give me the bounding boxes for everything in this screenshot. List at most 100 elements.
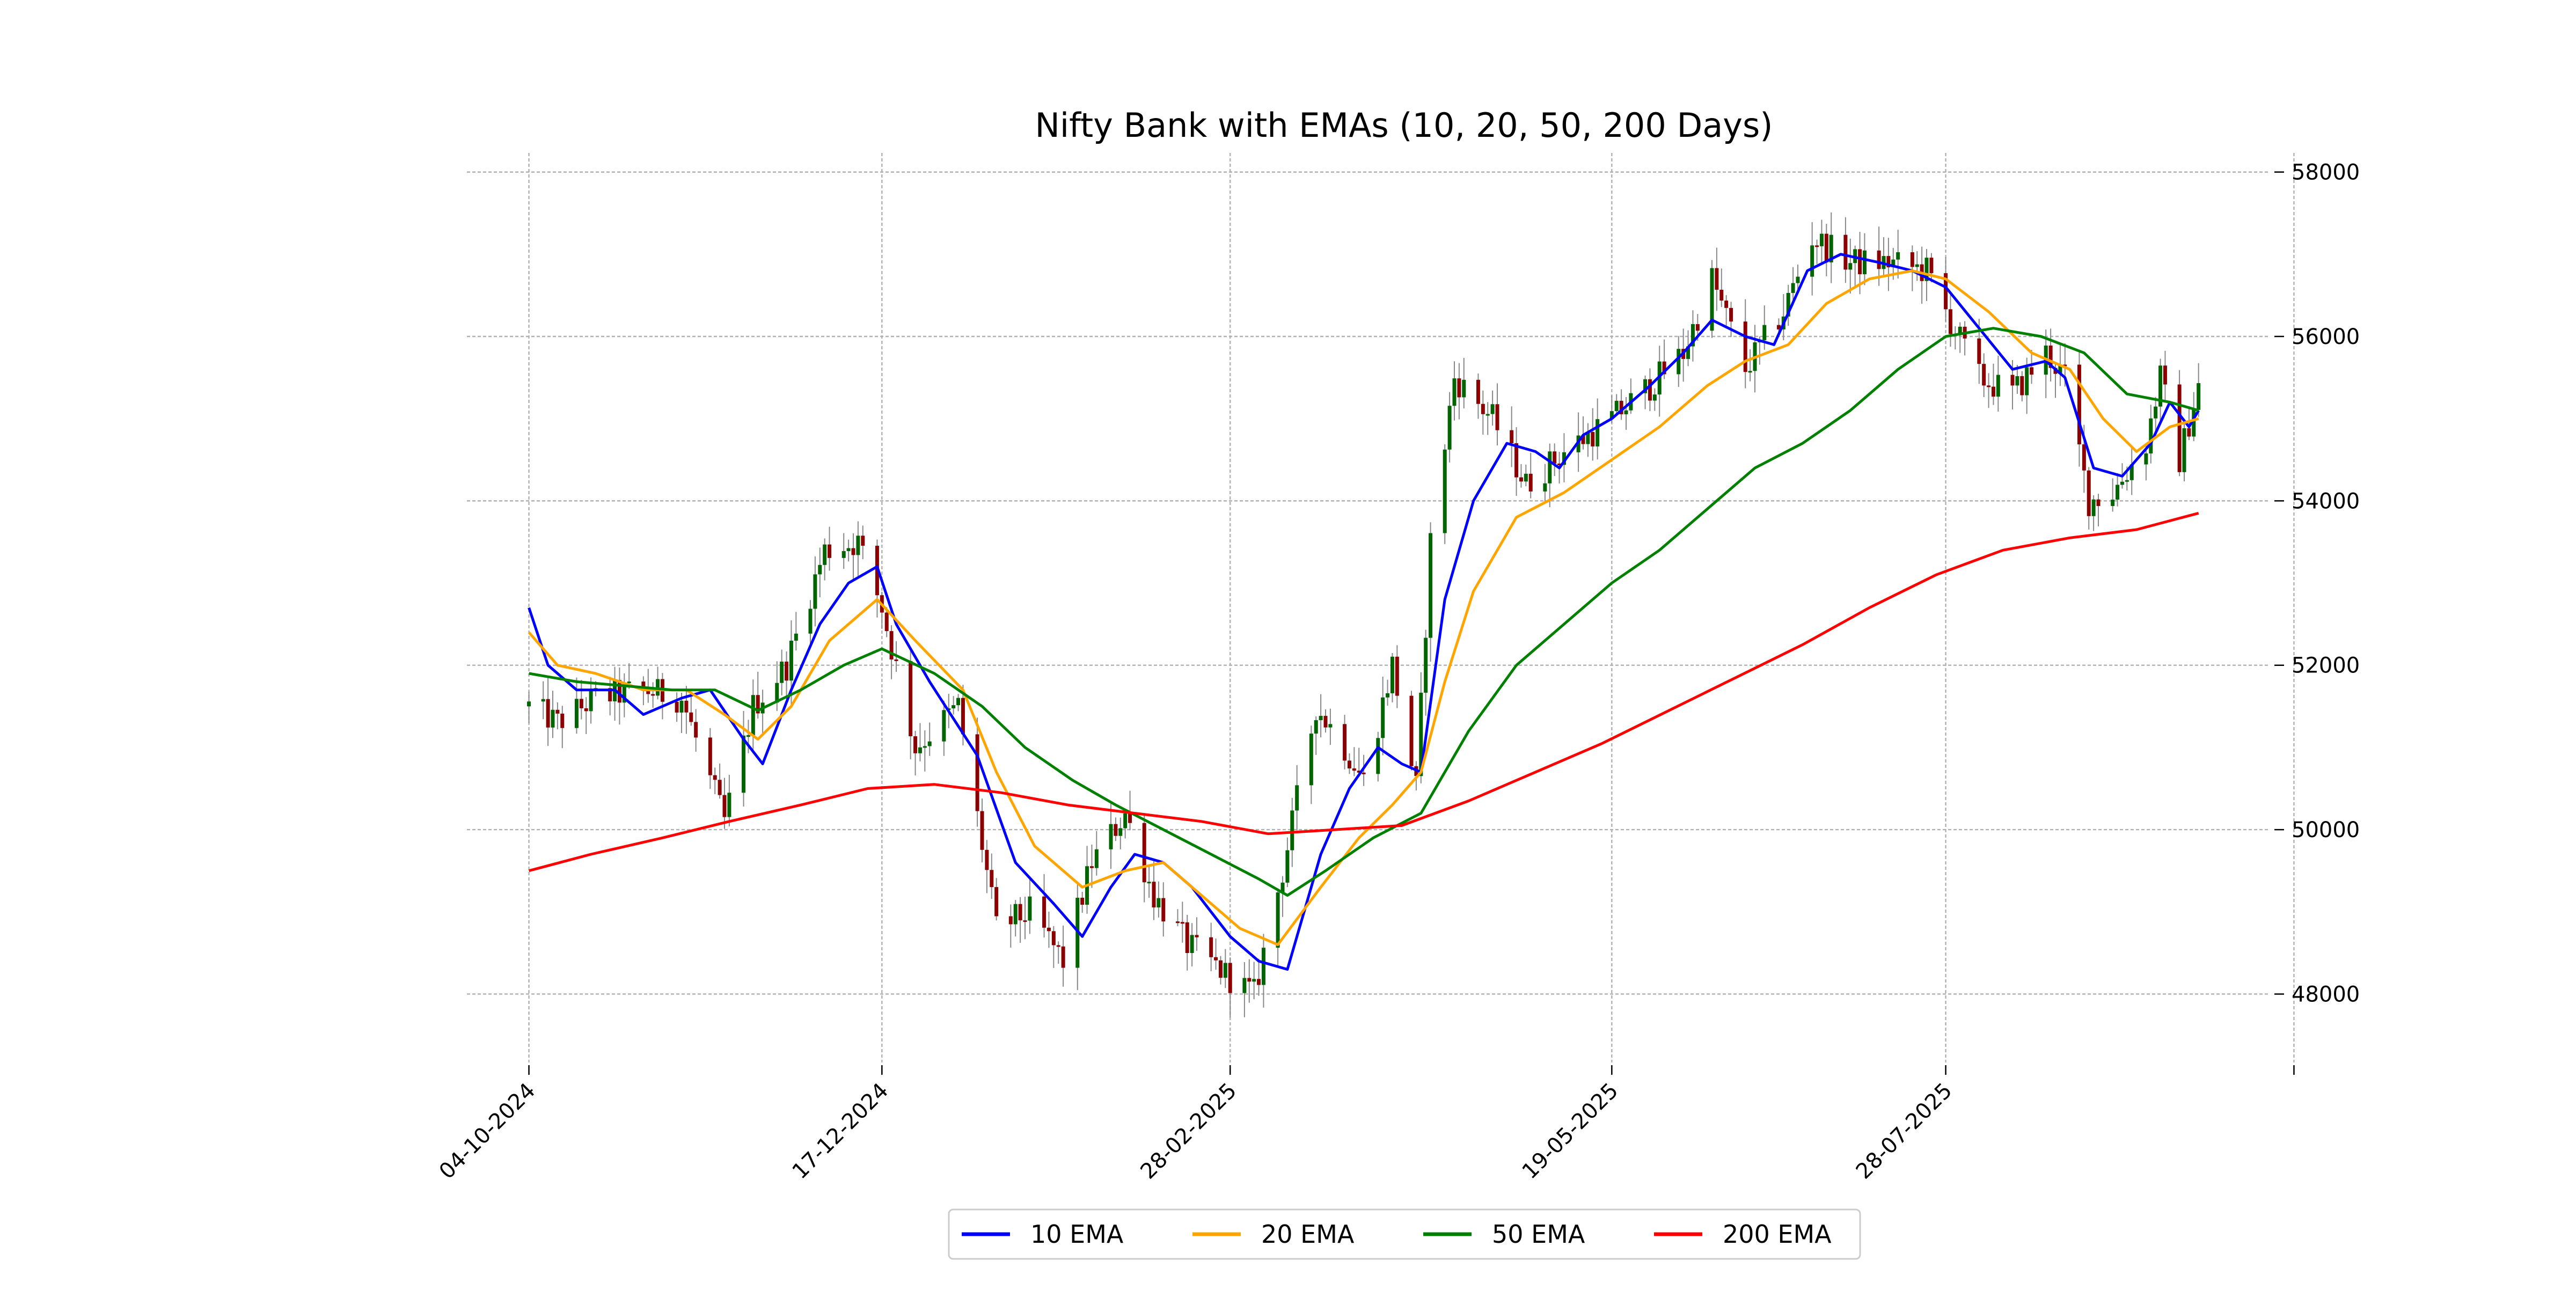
candle-down	[1877, 250, 1881, 269]
candle-up	[780, 661, 784, 683]
candle-up	[1314, 720, 1318, 734]
ema-line-200	[528, 511, 2199, 873]
candle-down	[1991, 386, 1995, 397]
x-tick-label: 28-02-2025	[1136, 1079, 1241, 1184]
candle-up	[1429, 533, 1433, 638]
candle-up	[622, 683, 626, 703]
candle-up	[1819, 233, 1824, 246]
candle-down	[1457, 378, 1461, 398]
candle-down	[2010, 375, 2015, 386]
candle-down	[1581, 435, 1585, 444]
candle-down	[1982, 364, 1986, 386]
candle-up	[727, 793, 731, 817]
candle-down	[1948, 309, 1952, 334]
candle-up	[1485, 414, 1490, 416]
candle-up	[1028, 896, 1032, 921]
candle-up	[1490, 404, 1495, 414]
legend-label: 200 EMA	[1723, 1220, 1832, 1249]
candle-up	[1190, 935, 1194, 953]
candle-up	[1596, 419, 1600, 446]
candle-down	[1152, 882, 1156, 908]
grid-lines	[467, 153, 2295, 1062]
candle-up	[1686, 346, 1690, 359]
y-tick-label: 56000	[2292, 325, 2360, 349]
candle-up	[813, 574, 817, 609]
candle-down	[828, 544, 832, 558]
candle-up	[1419, 692, 1423, 776]
candle-up	[1958, 326, 1962, 335]
candle-down	[2030, 367, 2034, 375]
candle-up	[1424, 637, 1428, 693]
candle-up	[541, 699, 545, 702]
candle-down	[1352, 768, 1356, 771]
candle-up	[952, 705, 956, 709]
candle-down	[975, 734, 979, 811]
candle-up	[2111, 500, 2115, 506]
candle-down	[722, 795, 727, 817]
candle-up	[2149, 418, 2153, 454]
candle-up	[2120, 481, 2124, 485]
candle-down	[2163, 365, 2167, 385]
x-tick-label: 28-07-2025	[1851, 1079, 1957, 1184]
candle-up	[2129, 464, 2134, 480]
candle-down	[1247, 978, 1252, 982]
candle-down	[2077, 364, 2081, 445]
candle-up	[789, 640, 793, 681]
candle-up	[923, 746, 927, 748]
candle-up	[2091, 499, 2096, 516]
candle-up	[846, 548, 851, 551]
candle-up	[742, 735, 746, 793]
candle-down	[990, 870, 994, 888]
y-tick-label: 48000	[2292, 982, 2360, 1007]
candle-up	[1242, 978, 1247, 993]
candle-up	[1791, 283, 1795, 293]
candle-up	[1123, 813, 1128, 829]
candle-down	[1257, 979, 1261, 985]
candle-up	[823, 544, 827, 565]
x-tick-label: 04-10-2024	[435, 1079, 540, 1184]
candle-down	[2048, 345, 2053, 368]
candle-up	[794, 633, 798, 641]
candle-down	[1743, 321, 1747, 372]
candle-down	[1695, 324, 1700, 331]
candle-up	[1390, 656, 1394, 693]
candle-down	[1944, 273, 1948, 310]
candle-up	[1586, 432, 1590, 444]
candle-up	[1013, 904, 1018, 925]
candle-down	[608, 688, 612, 702]
candle-down	[2082, 444, 2086, 471]
candle-up	[1562, 452, 1566, 465]
candle-down	[1724, 300, 1729, 308]
candle-up	[1094, 849, 1099, 868]
candle-up	[1862, 250, 1867, 275]
candle-down	[1662, 361, 1666, 375]
candle-up	[1548, 451, 1552, 483]
candle-up	[1319, 716, 1323, 721]
candle-up	[1252, 979, 1256, 982]
candle-up	[1290, 810, 1294, 851]
candle-down	[694, 722, 698, 738]
candle-up	[1223, 963, 1227, 978]
candle-down	[1357, 771, 1361, 773]
candle-up	[746, 735, 750, 737]
candle-up	[2025, 367, 2029, 395]
legend-frame	[948, 1208, 1861, 1260]
candle-up	[1276, 892, 1280, 948]
candle-down	[2096, 499, 2101, 506]
candle-down	[1061, 946, 1065, 968]
candle-down	[675, 701, 679, 713]
candle-up	[1109, 824, 1113, 849]
candle-up	[1452, 378, 1457, 406]
candle-up	[1996, 375, 2000, 397]
candle-down	[1776, 325, 1781, 329]
candle-down	[1080, 898, 1085, 905]
y-tick-label: 58000	[2292, 160, 2360, 185]
candle-down	[1553, 451, 1557, 464]
candle-up	[856, 536, 860, 555]
candle-up	[1762, 325, 1767, 340]
candle-up	[1443, 449, 1447, 533]
candle-down	[1929, 258, 1934, 274]
candle-down	[1161, 898, 1166, 922]
candle-down	[1495, 404, 1499, 430]
candle-down	[1051, 931, 1056, 945]
